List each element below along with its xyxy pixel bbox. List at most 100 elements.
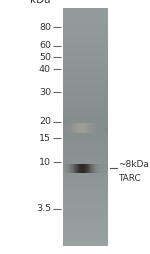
Bar bbox=[63, 163, 108, 165]
Bar bbox=[68, 123, 69, 133]
Bar bbox=[63, 47, 108, 50]
Text: 30: 30 bbox=[39, 88, 51, 97]
Text: ~8kDa: ~8kDa bbox=[118, 160, 149, 169]
Bar bbox=[71, 123, 72, 133]
Bar bbox=[63, 185, 108, 187]
Bar bbox=[85, 123, 86, 133]
Bar bbox=[100, 123, 101, 133]
Bar bbox=[86, 123, 87, 133]
Bar bbox=[63, 151, 108, 153]
Bar bbox=[84, 123, 85, 133]
Bar bbox=[63, 51, 108, 53]
Bar bbox=[63, 85, 108, 87]
Bar bbox=[82, 123, 83, 133]
Bar bbox=[63, 225, 108, 227]
Bar bbox=[63, 50, 108, 51]
Bar bbox=[63, 220, 108, 223]
Bar bbox=[63, 27, 108, 29]
Bar bbox=[63, 22, 108, 24]
Bar bbox=[63, 197, 108, 199]
Bar bbox=[63, 203, 108, 205]
Bar bbox=[79, 123, 80, 133]
Bar bbox=[63, 41, 108, 43]
Bar bbox=[63, 77, 108, 79]
Bar bbox=[97, 123, 98, 133]
Bar bbox=[63, 103, 108, 105]
Bar bbox=[63, 211, 108, 213]
Bar bbox=[63, 143, 108, 145]
Bar bbox=[63, 131, 108, 133]
Bar bbox=[63, 97, 108, 99]
Bar bbox=[81, 164, 82, 173]
Bar bbox=[63, 24, 108, 26]
Bar bbox=[76, 164, 77, 173]
Bar bbox=[63, 227, 108, 229]
Bar bbox=[63, 139, 108, 141]
Bar bbox=[63, 199, 108, 201]
Bar bbox=[63, 43, 108, 45]
Bar bbox=[80, 164, 81, 173]
Bar bbox=[63, 125, 108, 127]
Bar bbox=[63, 135, 108, 137]
Bar bbox=[103, 123, 104, 133]
Bar bbox=[63, 12, 108, 14]
Bar bbox=[63, 147, 108, 149]
Bar bbox=[63, 113, 108, 115]
Bar bbox=[63, 87, 108, 89]
Bar bbox=[63, 39, 108, 41]
Bar bbox=[72, 123, 73, 133]
Bar bbox=[63, 71, 108, 73]
Bar bbox=[87, 123, 88, 133]
Bar bbox=[63, 107, 108, 109]
Bar bbox=[63, 29, 108, 31]
Bar bbox=[107, 164, 108, 173]
Bar bbox=[79, 164, 80, 173]
Bar bbox=[99, 164, 100, 173]
Bar bbox=[105, 123, 106, 133]
Bar bbox=[63, 59, 108, 61]
Text: 15: 15 bbox=[39, 134, 51, 143]
Bar bbox=[89, 164, 90, 173]
Bar bbox=[100, 123, 101, 133]
Bar bbox=[63, 83, 108, 85]
Bar bbox=[63, 89, 108, 91]
Bar bbox=[69, 123, 70, 133]
Bar bbox=[63, 18, 108, 20]
Bar bbox=[69, 164, 70, 173]
Bar bbox=[85, 164, 86, 173]
Bar bbox=[64, 164, 65, 173]
Bar bbox=[95, 164, 96, 173]
Bar bbox=[104, 164, 105, 173]
Bar bbox=[98, 164, 99, 173]
Bar bbox=[83, 164, 84, 173]
Bar bbox=[92, 123, 93, 133]
Bar bbox=[71, 164, 72, 173]
Bar bbox=[90, 123, 91, 133]
Bar bbox=[63, 75, 108, 77]
Bar bbox=[63, 213, 108, 215]
Bar bbox=[63, 31, 108, 34]
Bar bbox=[97, 164, 98, 173]
Text: kDa: kDa bbox=[30, 0, 51, 5]
Bar bbox=[102, 123, 103, 133]
Bar bbox=[63, 73, 108, 75]
Bar bbox=[94, 123, 95, 133]
Bar bbox=[99, 123, 100, 133]
Bar bbox=[105, 164, 106, 173]
Text: 80: 80 bbox=[39, 23, 51, 32]
Bar bbox=[101, 164, 102, 173]
Bar bbox=[63, 81, 108, 83]
Bar bbox=[63, 189, 108, 191]
Bar bbox=[63, 177, 108, 179]
Bar bbox=[87, 164, 88, 173]
Bar bbox=[100, 164, 101, 173]
Bar bbox=[96, 164, 97, 173]
Bar bbox=[64, 123, 65, 133]
Bar bbox=[63, 10, 108, 12]
Bar bbox=[63, 218, 108, 220]
Bar bbox=[63, 101, 108, 103]
Bar bbox=[63, 79, 108, 81]
Bar bbox=[63, 145, 108, 147]
Bar bbox=[63, 133, 108, 135]
Bar bbox=[63, 121, 108, 123]
